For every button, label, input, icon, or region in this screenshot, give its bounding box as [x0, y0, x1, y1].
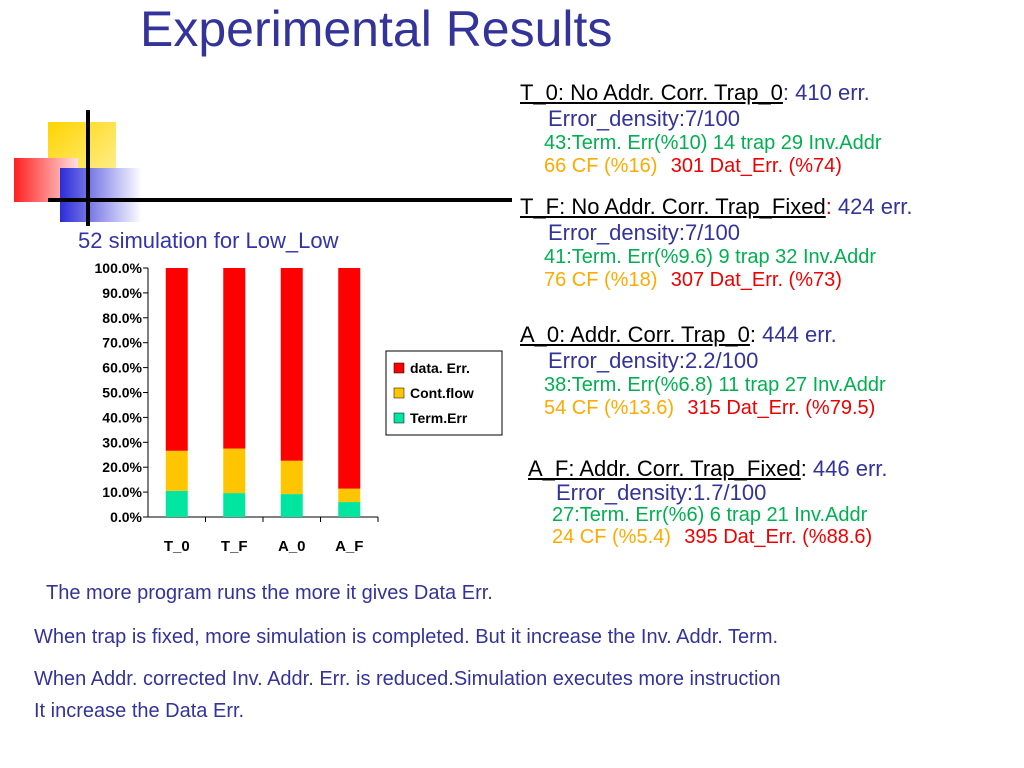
y-tick-label: 80.0% [102, 310, 142, 326]
result-cf-dat: 24 CF (%5.4) 395 Dat_Err. (%88.6) [552, 526, 888, 550]
legend-swatch [393, 412, 405, 424]
y-tick-label: 10.0% [102, 484, 142, 500]
bar-segment [280, 460, 303, 495]
result-separator: : [825, 194, 832, 219]
result-cf: 76 CF (%18) [544, 269, 658, 291]
bar-segment [280, 494, 303, 517]
result-density: Error_density:7/100 [548, 106, 740, 131]
result-heading: A_0: Addr. Corr. Trap_0: 444 err. [520, 322, 886, 348]
legend-label: Term.Err [410, 410, 468, 426]
bar-segment [165, 450, 188, 491]
result-block-t0: T_0: No Addr. Corr. Trap_0: 410 err. Err… [520, 80, 882, 178]
result-cf-dat: 54 CF (%13.6) 315 Dat_Err. (%79.5) [544, 397, 886, 420]
stacked-bar-chart: 0.0% 10.0% 20.0% 30.0% 40.0% 50.0% 60.0% 70.0% 8… [95, 260, 503, 555]
result-term-errors: 43:Term. Err(%10) 14 trap 29 Inv.Addr [544, 132, 882, 154]
result-block-a0: A_0: Addr. Corr. Trap_0: 444 err. Error_… [520, 322, 886, 420]
result-term-errors: 27:Term. Err(%6) 6 trap 21 Inv.Addr [552, 504, 868, 526]
result-dat: 315 Dat_Err. (%79.5) [687, 397, 876, 419]
y-tick-label: 70.0% [102, 335, 142, 351]
note-line-2: When trap is fixed, more simulation is c… [34, 626, 779, 648]
decor-horizontal-line [48, 198, 512, 202]
result-count: 424 err. [831, 194, 913, 219]
simulation-label: 52 simulation for Low_Low [78, 228, 339, 253]
legend-label: data. Err. [410, 360, 470, 376]
x-tick-label: T_0 [164, 538, 190, 555]
note-line-3: When Addr. corrected Inv. Addr. Err. is … [34, 668, 781, 690]
result-count: 410 err. [789, 80, 870, 105]
result-count: 446 err. [806, 456, 888, 481]
legend-swatch [393, 362, 405, 374]
result-cf: 66 CF (%16) [544, 155, 658, 177]
result-heading: T_F: No Addr. Corr. Trap_Fixed: 424 err. [520, 194, 913, 220]
result-dat: 301 Dat_Err. (%74) [670, 155, 842, 177]
result-block-tf: T_F: No Addr. Corr. Trap_Fixed: 424 err.… [520, 194, 913, 292]
result-heading: A_F: Addr. Corr. Trap_Fixed: 446 err. [528, 456, 888, 482]
bar-segment [165, 268, 188, 451]
result-heading: T_0: No Addr. Corr. Trap_0: 410 err. [520, 80, 882, 106]
result-dat: 307 Dat_Err. (%73) [670, 269, 842, 291]
result-name: A_F: Addr. Corr. Trap_Fixed [528, 456, 801, 481]
result-cf: 24 CF (%5.4) [552, 526, 671, 548]
legend-label: Cont.flow [410, 385, 474, 401]
result-separator: : [782, 80, 790, 105]
result-name: A_0: Addr. Corr. Trap_0 [520, 322, 750, 347]
result-density: Error_density:1.7/100 [556, 480, 767, 505]
y-tick-label: 40.0% [102, 409, 142, 425]
result-cf: 54 CF (%13.6) [544, 397, 675, 419]
result-term-errors: 41:Term. Err(%9.6) 9 trap 32 Inv.Addr [544, 246, 876, 268]
result-dat: 395 Dat_Err. (%88.6) [684, 526, 873, 548]
y-tick-label: 60.0% [102, 360, 142, 376]
bar-segment [338, 268, 361, 489]
y-tick-label: 30.0% [102, 434, 142, 450]
x-tick-label: T_F [221, 538, 248, 555]
decor-vertical-line [86, 110, 90, 226]
y-tick-label: 50.0% [102, 385, 142, 401]
x-tick-label: A_F [335, 538, 363, 555]
bar-segment [338, 488, 361, 503]
y-tick-label: 90.0% [102, 285, 142, 301]
page-title: Experimental Results [140, 1, 613, 57]
y-tick-label: 0.0% [110, 509, 142, 525]
bar-segment [165, 490, 188, 517]
y-tick-label: 20.0% [102, 459, 142, 475]
bar-segment [223, 268, 246, 449]
result-separator: : [800, 456, 807, 481]
result-block-af: A_F: Addr. Corr. Trap_Fixed: 446 err. Er… [528, 456, 888, 550]
legend-swatch [393, 387, 405, 399]
result-cf-dat: 76 CF (%18) 307 Dat_Err. (%73) [544, 269, 913, 292]
result-density: Error_density:7/100 [548, 220, 740, 245]
legend-box [385, 350, 503, 436]
result-separator: : [749, 322, 757, 347]
bar-segment [223, 448, 246, 494]
note-line-4: It increase the Data Err. [34, 700, 245, 722]
result-cf-dat: 66 CF (%16) 301 Dat_Err. (%74) [544, 155, 882, 178]
result-density: Error_density:2.2/100 [548, 348, 759, 373]
y-tick-label: 100.0% [95, 260, 143, 276]
bar-segment [280, 268, 303, 461]
result-name: T_F: No Addr. Corr. Trap_Fixed [520, 194, 826, 219]
bar-segment [338, 502, 361, 517]
result-name: T_0: No Addr. Corr. Trap_0 [520, 80, 783, 105]
note-line-1: The more program runs the more it gives … [46, 582, 493, 604]
decor-blue-square [60, 168, 142, 222]
result-term-errors: 38:Term. Err(%6.8) 11 trap 27 Inv.Addr [544, 374, 886, 396]
bar-segment [223, 493, 246, 517]
result-count: 444 err. [756, 322, 837, 347]
x-tick-label: A_0 [278, 538, 306, 555]
